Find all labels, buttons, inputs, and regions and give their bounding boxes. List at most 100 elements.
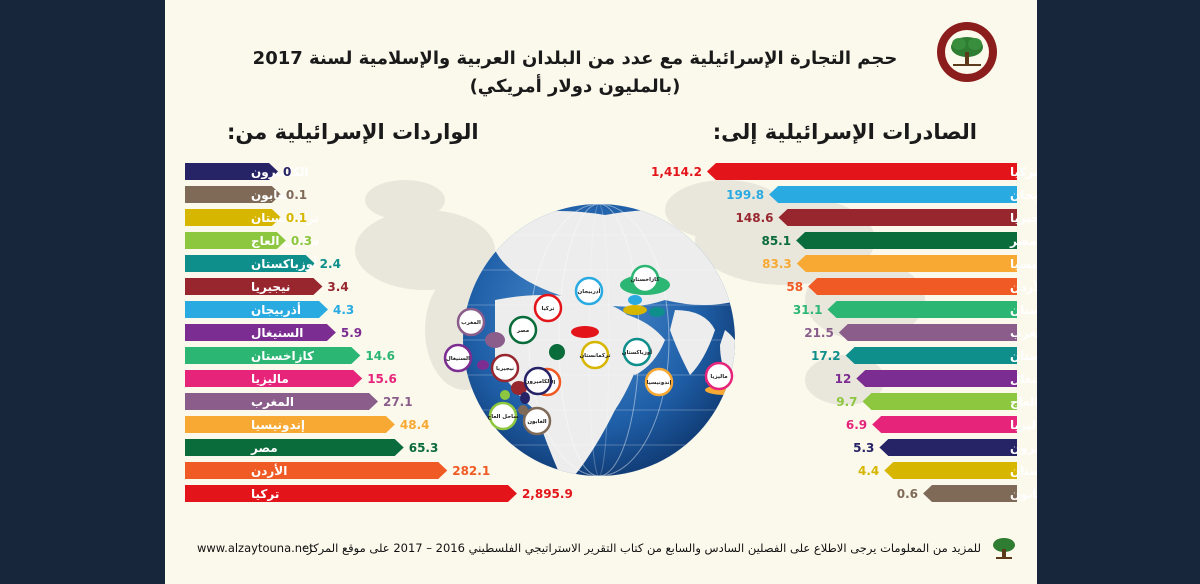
import-bar — [185, 301, 328, 318]
import-bar-row: السنيغال 5.9 — [185, 324, 362, 341]
import-bar-row: نيجيريا 3.4 — [185, 278, 349, 295]
export-bar-row: المغرب 21.5 — [804, 324, 1037, 341]
import-bar-row: الأردن 282.1 — [185, 462, 490, 479]
export-value-label: 4.4 — [858, 464, 879, 478]
export-bar — [856, 370, 1017, 387]
trade-chart: المغرب مصر تركيا أذربيجان كازاخستان السنيغال ن… — [185, 163, 1037, 502]
map-pin: أوزباكستان — [622, 337, 652, 367]
import-country-label: المغرب — [251, 395, 294, 409]
import-country-label: كازاخستان — [251, 349, 314, 363]
import-value-label: 3.4 — [327, 280, 348, 294]
export-value-label: 9.7 — [836, 395, 857, 409]
import-value-label: 0.1 — [286, 188, 307, 202]
map-pins: المغرب مصر تركيا أذربيجان كازاخستان السنيغال ن… — [443, 264, 734, 436]
export-country-label: السنيغال — [1010, 372, 1037, 386]
exports-chart: تركيا 1,414.2 أذربيجان 199.8 نيجيريا 148.6 مصر… — [651, 163, 1037, 502]
map-pin-label: إندونيسيا — [647, 380, 672, 386]
import-value-label: 282.1 — [452, 464, 490, 478]
import-country-label: تركمانستان — [251, 211, 319, 225]
map-pin: أذربيجان — [574, 276, 604, 306]
import-bar — [185, 416, 395, 433]
export-value-label: 5.3 — [853, 441, 874, 455]
import-country-label: ساحل العاج — [251, 234, 319, 248]
export-bar — [808, 278, 1017, 295]
export-country-label: ساحل العاج — [1010, 395, 1037, 409]
export-bar — [796, 232, 1017, 249]
import-value-label: 65.3 — [409, 441, 439, 455]
bg-land-shape — [665, 180, 785, 240]
globe — [463, 204, 735, 476]
export-bar — [872, 416, 1017, 433]
map-pin-label: ماليزيا — [710, 374, 727, 380]
export-country-label: أوزباكستان — [1010, 348, 1037, 364]
import-value-label: 2,895.9 — [522, 487, 573, 501]
export-bar — [879, 439, 1017, 456]
import-bar — [185, 278, 323, 295]
export-country-label: إندونيسيا — [1010, 257, 1037, 272]
import-bar — [185, 347, 361, 364]
map-pin: السنيغال — [443, 343, 473, 373]
export-bar-row: ماليزيا 6.9 — [846, 416, 1037, 433]
export-value-label: 85.1 — [761, 234, 791, 248]
export-bar-row: أوزباكستان 17.2 — [811, 347, 1037, 364]
import-country-label: الغابون — [251, 188, 293, 203]
export-bar-row: تركمانستان 4.4 — [858, 462, 1037, 479]
import-value-label: 4.3 — [333, 303, 354, 317]
highlighted-country — [549, 344, 565, 360]
import-value-label: 0.1 — [286, 211, 307, 225]
import-value-label: 0.3 — [291, 234, 312, 248]
export-bar-row: السنيغال 12 — [835, 370, 1037, 387]
export-bar-row: مصر 85.1 — [761, 232, 1037, 249]
highlighted-country — [628, 295, 642, 305]
imports-heading: الواردات الإسرائيلية من: — [227, 120, 479, 144]
import-bar-row: إندونيسيا 48.4 — [185, 416, 430, 433]
export-bar — [827, 301, 1017, 318]
map-pin: تركيا — [533, 293, 563, 323]
map-pin: ماليزيا — [704, 361, 734, 391]
highlighted-country — [477, 360, 489, 370]
import-value-label: 48.4 — [400, 418, 430, 432]
map-pin: إندونيسيا — [644, 367, 674, 397]
export-country-label: تركمانستان — [1010, 464, 1037, 478]
map-pin-label: السنيغال — [446, 356, 470, 362]
highlighted-country — [511, 381, 527, 395]
export-value-label: 0.6 — [897, 487, 918, 501]
export-value-label: 21.5 — [804, 326, 834, 340]
import-bar-row: أذربيجان 4.3 — [185, 301, 354, 318]
export-country-label: نيجيريا — [1010, 211, 1037, 225]
map-pin: الكاميرون — [523, 366, 553, 396]
map-pin: تركمانستان — [579, 340, 611, 370]
import-bar — [185, 439, 404, 456]
export-value-label: 17.2 — [811, 349, 841, 363]
export-value-label: 58 — [786, 280, 803, 294]
import-country-label: أذربيجان — [251, 302, 301, 317]
export-bar-row: نيجيريا 148.6 — [736, 209, 1037, 226]
export-bar-row: الأردن 58 — [786, 278, 1037, 295]
bg-land-shape — [805, 355, 885, 405]
bg-land-shape — [355, 210, 495, 290]
zaytouna-logo — [935, 20, 999, 88]
export-bar — [769, 186, 1017, 203]
bg-land-shape — [365, 180, 445, 220]
import-value-label: 14.6 — [365, 349, 395, 363]
export-country-label: أذربيجان — [1010, 187, 1037, 202]
import-bar — [185, 462, 448, 479]
map-pin: ساحل العاج — [487, 401, 519, 431]
highlighted-country — [500, 390, 510, 400]
footer-url[interactable]: www.alzaytouna.net — [197, 541, 314, 555]
map-pin-label: أذربيجان — [578, 287, 601, 295]
import-bar-row: مصر 65.3 — [185, 439, 438, 456]
export-bar-row: الغابون 0.6 — [897, 485, 1037, 502]
import-bar — [185, 370, 363, 387]
export-bar-row: الكاميرون 5.3 — [853, 439, 1037, 456]
map-pin-label: الغابون — [527, 419, 546, 425]
export-bar — [923, 485, 1017, 502]
export-country-label: الكاميرون — [1010, 441, 1037, 456]
highlighted-country — [485, 332, 505, 348]
footer-tree-icon — [991, 535, 1017, 564]
export-country-label: تركيا — [1010, 165, 1037, 179]
